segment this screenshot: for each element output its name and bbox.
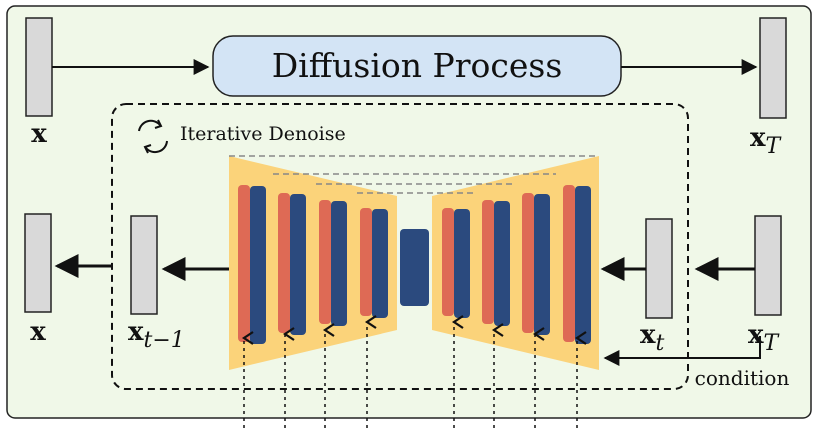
outer-panel [6,5,812,419]
xT-right-x: x [748,320,764,350]
x-prev-x: x [128,317,144,347]
unet [229,155,599,370]
iterative-denoise-label: Iterative Denoise [180,123,346,145]
encoder-blue-bar [250,186,266,344]
xT-block-right [754,215,782,316]
xT-label-top: xT [750,123,783,159]
decoder-blue-bar [534,194,550,335]
xT-top-x: x [750,123,766,153]
x-block-top [25,17,53,117]
conditioning-inputs [241,315,587,428]
condition-label: condition [695,366,790,390]
xt-block [645,218,673,319]
condition-line [603,336,761,366]
encoder-blue-bar [290,194,306,335]
iterative-denoise-region [111,103,689,390]
decoder-blue-bar [494,201,510,326]
unet-encoder [229,156,397,370]
decoder-red-bar [482,200,494,324]
encoder-red-bar [360,208,372,316]
xT-top-sub: T [766,134,783,159]
x-prev-sub: t−1 [144,328,185,353]
encoder-blue-bar [372,209,388,318]
xT-label-right: xT [748,320,781,356]
encoder-red-bar [319,200,331,324]
x-label-top: x [31,119,47,149]
xt-label: xt [640,320,665,356]
decoder-blue-bar [454,209,470,318]
refresh-icon [138,119,168,154]
x-prev-label: xt−1 [128,317,185,353]
decoder-red-bar [442,208,454,316]
x-prev-block [130,215,158,315]
bottleneck-block [400,229,429,306]
encoder-red-bar [238,185,250,342]
diffusion-process-label: Diffusion Process [272,46,563,85]
xt-x: x [640,320,656,350]
xT-right-sub: T [764,331,781,356]
decoder-blue-bar [575,186,591,344]
x-label-bottom: x [30,317,46,347]
encoder-red-bar [278,193,290,333]
encoder-blue-bar [331,201,347,326]
xt-sub: t [656,331,665,356]
decoder-red-bar [563,185,575,342]
decoder-red-bar [522,193,534,333]
x-block-bottom [24,213,52,313]
unet-decoder [432,156,599,370]
xT-block-top [759,17,787,119]
